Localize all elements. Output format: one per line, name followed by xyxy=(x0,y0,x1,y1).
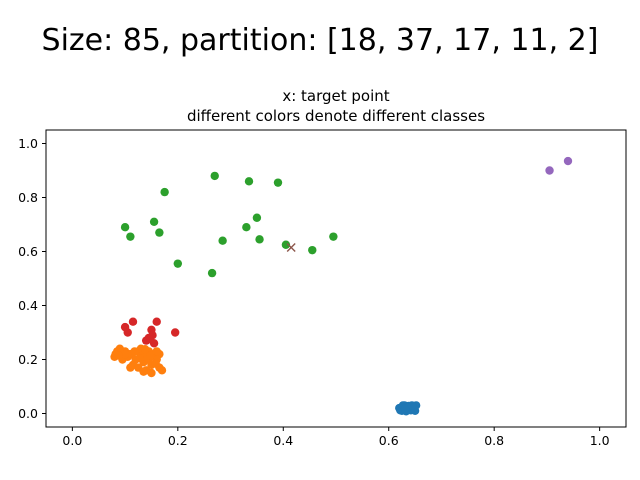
y-tick-label: 0.0 xyxy=(18,406,38,421)
scatter-point-class-1 xyxy=(114,351,123,360)
scatter-point-class-1 xyxy=(135,353,145,363)
scatter-point-class-1 xyxy=(147,368,156,378)
scatter-point-class-1 xyxy=(126,363,135,372)
y-tick-label: 0.8 xyxy=(18,190,38,205)
scatter-point-class-2 xyxy=(244,177,254,186)
scatter-point-class-2 xyxy=(308,245,317,255)
scatter-point-class-2 xyxy=(210,171,219,181)
scatter-point-class-2 xyxy=(173,259,183,268)
scatter-point-class-1 xyxy=(130,347,139,356)
scatter-point-class-1 xyxy=(120,349,130,359)
scatter-point-class-2 xyxy=(281,240,291,249)
target-point-marker xyxy=(286,242,296,252)
scatter-point-class-0 xyxy=(400,404,410,414)
scatter-point-class-4 xyxy=(545,166,554,175)
scatter-point-class-2 xyxy=(126,232,135,241)
x-tick-label: 0.0 xyxy=(62,433,82,448)
scatter-point-class-2 xyxy=(149,217,159,226)
scatter-point-class-1 xyxy=(157,366,167,375)
scatter-point-class-2 xyxy=(218,236,227,245)
chart-title-line-2: different colors denote different classe… xyxy=(187,107,485,125)
scatter-point-class-3 xyxy=(146,335,155,344)
y-tick-label: 0.6 xyxy=(18,244,38,259)
x-tick-label: 0.6 xyxy=(379,433,399,448)
chart-title-line-1: x: target point xyxy=(282,87,389,105)
x-tick-label: 0.4 xyxy=(273,433,293,448)
scatter-point-class-1 xyxy=(152,347,161,356)
y-tick-label: 0.4 xyxy=(18,298,38,313)
scatter-point-class-1 xyxy=(140,345,150,354)
scatter-point-class-1 xyxy=(139,367,148,376)
scatter-point-class-2 xyxy=(255,235,264,244)
scatter-point-class-2 xyxy=(273,178,283,187)
scatter-point-class-1 xyxy=(151,359,160,368)
scatter-point-class-2 xyxy=(207,268,217,278)
scatter-point-class-3 xyxy=(152,317,161,326)
scatter-point-class-4 xyxy=(563,156,573,166)
y-tick-label: 0.2 xyxy=(18,352,38,367)
y-tick-label: 1.0 xyxy=(18,136,38,151)
x-tick-label: 1.0 xyxy=(590,433,610,448)
scatter-point-class-2 xyxy=(252,213,262,222)
scatter-point-class-2 xyxy=(120,223,130,232)
axes-frame xyxy=(45,129,627,428)
scatter-point-class-2 xyxy=(160,187,169,197)
x-tick-label: 0.2 xyxy=(168,433,188,448)
scatter-point-class-2 xyxy=(242,223,251,232)
plot-area: 0.0 0.2 0.4 0.6 0.8 1.0 0.0 0.2 0.4 0.6 0.8 1.0 xyxy=(18,136,610,448)
scatter-point-class-3 xyxy=(170,328,180,337)
scatter-point-class-2 xyxy=(155,228,164,237)
scatter-point-class-3 xyxy=(128,317,138,326)
x-tick-label: 0.8 xyxy=(484,433,504,448)
scatter-point-class-2 xyxy=(329,232,338,241)
scatter-point-class-3 xyxy=(123,328,132,337)
scatter-point-class-0 xyxy=(407,401,417,410)
figure-suptitle: Size: 85, partition: [18, 37, 17, 11, 2] xyxy=(42,23,599,58)
scatter-point-class-1 xyxy=(146,351,155,360)
